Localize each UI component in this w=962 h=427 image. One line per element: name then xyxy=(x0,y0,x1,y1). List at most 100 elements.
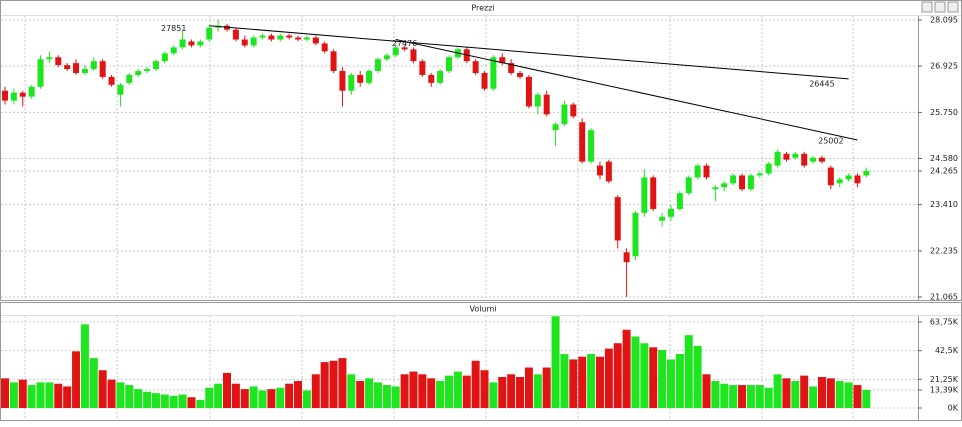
volume-bar xyxy=(125,385,134,408)
volume-bar xyxy=(223,372,231,408)
volume-bar xyxy=(89,358,98,408)
y-tick-label: 22.235 xyxy=(930,246,958,255)
candle-body xyxy=(641,177,648,213)
volume-bar xyxy=(658,349,667,408)
candle-body xyxy=(28,86,35,97)
volume-bar xyxy=(382,385,391,408)
volume-bar xyxy=(516,376,525,408)
volume-bar xyxy=(302,390,311,408)
candle-body xyxy=(437,71,444,83)
volume-bar xyxy=(267,389,276,408)
candle-body xyxy=(765,163,772,174)
candle-body xyxy=(739,175,746,190)
y-tick-label: 13,39K xyxy=(930,385,959,394)
volume-bar xyxy=(365,378,374,408)
volume-bar xyxy=(755,385,764,408)
candle-body xyxy=(579,122,586,162)
maximize-button[interactable] xyxy=(934,1,946,13)
volume-bar xyxy=(729,385,738,408)
volume-bar xyxy=(746,385,755,408)
volume-bar xyxy=(667,359,675,408)
y-tick-label: 23.410 xyxy=(930,200,958,209)
volume-bar xyxy=(231,383,240,408)
candle-body xyxy=(490,57,497,89)
close-button[interactable] xyxy=(947,1,959,13)
candle-body xyxy=(499,57,506,64)
candle-body xyxy=(330,51,337,72)
volume-bar xyxy=(356,381,365,408)
volume-bar xyxy=(205,387,214,408)
candle-body xyxy=(383,55,390,60)
volume-bar xyxy=(738,385,747,408)
volume-bar xyxy=(116,382,125,408)
candle-body xyxy=(730,175,737,184)
volume-bar xyxy=(285,383,294,408)
volume-bar xyxy=(409,371,418,408)
candle-body xyxy=(659,216,666,221)
volume-bar xyxy=(595,356,604,408)
candle-body xyxy=(232,29,239,40)
volume-bar xyxy=(693,345,702,408)
volume-bar xyxy=(107,379,116,408)
candle-body xyxy=(117,84,124,95)
candle-body xyxy=(126,74,133,83)
candle-body xyxy=(685,177,692,194)
volume-bar xyxy=(276,387,285,408)
candle-body xyxy=(312,37,319,44)
volume-bar xyxy=(560,354,569,408)
volume-title: Volumi xyxy=(469,305,496,314)
candle-body xyxy=(419,61,426,75)
volume-bar xyxy=(27,385,36,408)
volume-bar xyxy=(169,395,178,408)
candle-body xyxy=(543,94,550,115)
candle-body xyxy=(525,76,532,107)
volume-bar xyxy=(622,329,631,408)
candle-body xyxy=(73,63,80,73)
candle-body xyxy=(836,179,843,184)
volume-bar xyxy=(160,394,169,408)
volume-bar xyxy=(347,374,356,408)
candle-body xyxy=(481,72,488,89)
candle-body xyxy=(801,153,808,166)
y-tick-label: 24.265 xyxy=(930,166,958,175)
volume-bar xyxy=(294,381,303,408)
volume-bar xyxy=(800,375,809,408)
candle-body xyxy=(596,165,603,176)
volume-bar xyxy=(240,389,249,408)
candle-body xyxy=(810,157,817,162)
volume-bar xyxy=(711,381,720,408)
volume-bar xyxy=(329,360,338,408)
candle-body xyxy=(81,69,88,73)
volume-bar xyxy=(373,382,382,408)
y-tick-label: 21,25K xyxy=(930,375,959,384)
annotation: 27851 xyxy=(161,24,186,33)
volume-bar xyxy=(835,381,844,408)
minimize-button[interactable] xyxy=(921,1,933,13)
volume-bar xyxy=(36,382,45,408)
volume-bar xyxy=(72,351,81,408)
annotation: 25002 xyxy=(818,136,843,145)
volume-bar xyxy=(453,371,462,408)
candle-body xyxy=(774,151,781,166)
volume-bar xyxy=(196,399,205,408)
volume-bar xyxy=(720,383,729,408)
volume-bar xyxy=(649,347,658,408)
volume-bar xyxy=(63,386,72,408)
volume-bar xyxy=(782,378,791,408)
volume-bar xyxy=(80,324,89,408)
volume-bar xyxy=(853,385,862,408)
y-tick-label: 21.065 xyxy=(930,293,958,302)
volume-bar xyxy=(480,370,489,408)
volume-bar xyxy=(45,382,54,408)
candle-body xyxy=(99,61,106,77)
volume-bar xyxy=(604,348,613,408)
volume-bar xyxy=(320,362,329,408)
volume-bar xyxy=(178,394,187,408)
candle-body xyxy=(854,175,861,184)
volume-bar xyxy=(1,378,9,408)
volume-bar xyxy=(551,316,560,408)
candle-body xyxy=(818,157,825,162)
candle-body xyxy=(650,177,657,209)
price-panel xyxy=(0,0,962,301)
candle-body xyxy=(357,74,364,83)
